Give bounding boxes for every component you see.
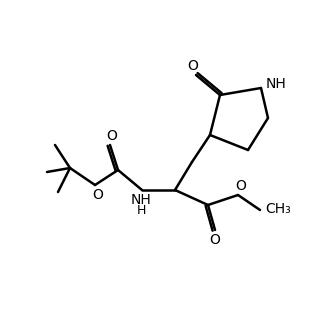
Text: H: H (136, 204, 146, 216)
Text: NH: NH (266, 77, 286, 91)
Text: O: O (236, 179, 247, 193)
Text: CH₃: CH₃ (265, 202, 291, 216)
Text: NH: NH (131, 193, 151, 207)
Text: O: O (107, 129, 117, 143)
Text: O: O (92, 188, 103, 202)
Text: O: O (187, 59, 198, 73)
Text: O: O (210, 233, 220, 247)
